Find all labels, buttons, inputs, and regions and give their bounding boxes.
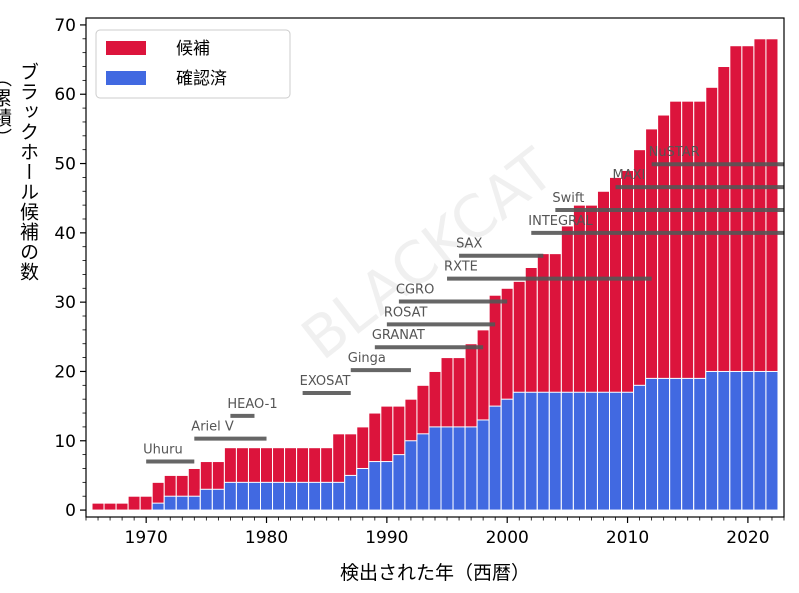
bar-confirmed (247, 481, 261, 511)
legend-swatch (106, 41, 146, 55)
x-tick-label: 1970 (125, 528, 168, 548)
bar-confirmed (392, 454, 406, 511)
x-axis-label: 検出された年（西暦） (340, 562, 530, 584)
bar-confirmed (272, 481, 286, 511)
bar-confirmed (705, 370, 719, 511)
y-axis-label-main: ブラックホール候補の数 (17, 62, 39, 282)
bar-candidate (139, 495, 153, 511)
bar-confirmed (645, 377, 659, 511)
bar-confirmed (235, 481, 249, 511)
bar-confirmed (452, 426, 466, 511)
bar-confirmed (428, 426, 442, 511)
y-tick-label: 50 (54, 155, 76, 175)
bar-confirmed (633, 384, 647, 511)
x-tick-label: 2010 (606, 528, 649, 548)
mission-bars: Uhuru Ariel V HEAO-1 EXOSAT Ginga GRANAT ROSAT… (143, 145, 784, 464)
bar-confirmed (404, 440, 418, 511)
mission-label: EXOSAT (300, 374, 351, 389)
legend-label: 確認済 (176, 69, 227, 89)
bar-candidate (103, 502, 117, 511)
bars (91, 38, 779, 511)
bar-confirmed (260, 481, 274, 511)
bar-confirmed (476, 419, 490, 511)
mission-label: HEAO-1 (227, 397, 277, 412)
bar-confirmed (320, 481, 334, 511)
bar-confirmed (560, 391, 574, 511)
bar-confirmed (488, 405, 502, 511)
axes: 1970 1980 1990 2000 2010 2020 0 10 20 30 40 50 60 70 (54, 16, 785, 548)
bar-confirmed (536, 391, 550, 511)
mission-label: SAX (456, 237, 482, 252)
bar-confirmed (284, 481, 298, 511)
bar-confirmed (187, 495, 201, 511)
bar-candidate (115, 502, 129, 511)
bar-confirmed (621, 391, 635, 511)
bar-candidate (127, 495, 141, 511)
mission-label: Ginga (348, 351, 386, 366)
bar-confirmed (741, 370, 755, 511)
bar-confirmed (500, 398, 514, 511)
bar-confirmed (765, 370, 779, 511)
mission-label: GRANAT (372, 328, 425, 343)
bar-confirmed (368, 461, 382, 511)
bar-confirmed (464, 426, 478, 511)
mission-label: Ariel V (191, 420, 234, 435)
bar-confirmed (163, 495, 177, 511)
x-tick-label: 1980 (245, 528, 288, 548)
bar-confirmed (380, 461, 394, 511)
bar-confirmed (524, 391, 538, 511)
bar-confirmed (596, 391, 610, 511)
bar-confirmed (717, 370, 731, 511)
y-tick-label: 0 (65, 501, 76, 521)
bar-confirmed (223, 481, 237, 511)
bar-confirmed (199, 488, 213, 511)
y-tick-label: 60 (54, 85, 76, 105)
y-tick-label: 30 (54, 293, 76, 313)
mission-label: MAXI (613, 168, 646, 183)
bar-confirmed (693, 377, 707, 511)
bar-confirmed (729, 370, 743, 511)
bar-confirmed (572, 391, 586, 511)
bar-confirmed (332, 481, 346, 511)
bar-confirmed (584, 391, 598, 511)
bar-confirmed (657, 377, 671, 511)
bar-confirmed (609, 391, 623, 511)
mission-label: Swift (552, 191, 584, 206)
bar-confirmed (416, 433, 430, 511)
bar-confirmed (548, 391, 562, 511)
mission-label: NuSTAR (649, 145, 700, 160)
mission-label: RXTE (444, 260, 478, 275)
y-axis-label-suffix: （累積） (0, 68, 12, 148)
legend-label: 候補 (176, 39, 210, 59)
bar-confirmed (308, 481, 322, 511)
bar-confirmed (211, 488, 225, 511)
bar-candidate (91, 502, 105, 511)
y-tick-label: 70 (54, 16, 76, 36)
mission-label: Uhuru (143, 443, 183, 458)
y-tick-label: 40 (54, 224, 76, 244)
bar-confirmed (753, 370, 767, 511)
bar-confirmed (356, 467, 370, 511)
mission-label: INTEGRAL (528, 214, 593, 229)
bar-confirmed (440, 426, 454, 511)
mission-label: ROSAT (384, 305, 428, 320)
mission-label: CGRO (396, 282, 434, 297)
x-tick-label: 2000 (486, 528, 529, 548)
bar-confirmed (175, 495, 189, 511)
y-axis-label: ブラックホール候補の数 （累積） (0, 62, 42, 282)
x-tick-label: 2020 (726, 528, 769, 548)
bar-confirmed (512, 391, 526, 511)
bar-confirmed (296, 481, 310, 511)
bar-confirmed (681, 377, 695, 511)
legend-swatch (106, 71, 146, 85)
bar-confirmed (344, 474, 358, 511)
bar-confirmed (151, 502, 165, 511)
y-tick-label: 20 (54, 362, 76, 382)
bar-confirmed (669, 377, 683, 511)
y-tick-label: 10 (54, 432, 76, 452)
x-tick-label: 1990 (365, 528, 408, 548)
